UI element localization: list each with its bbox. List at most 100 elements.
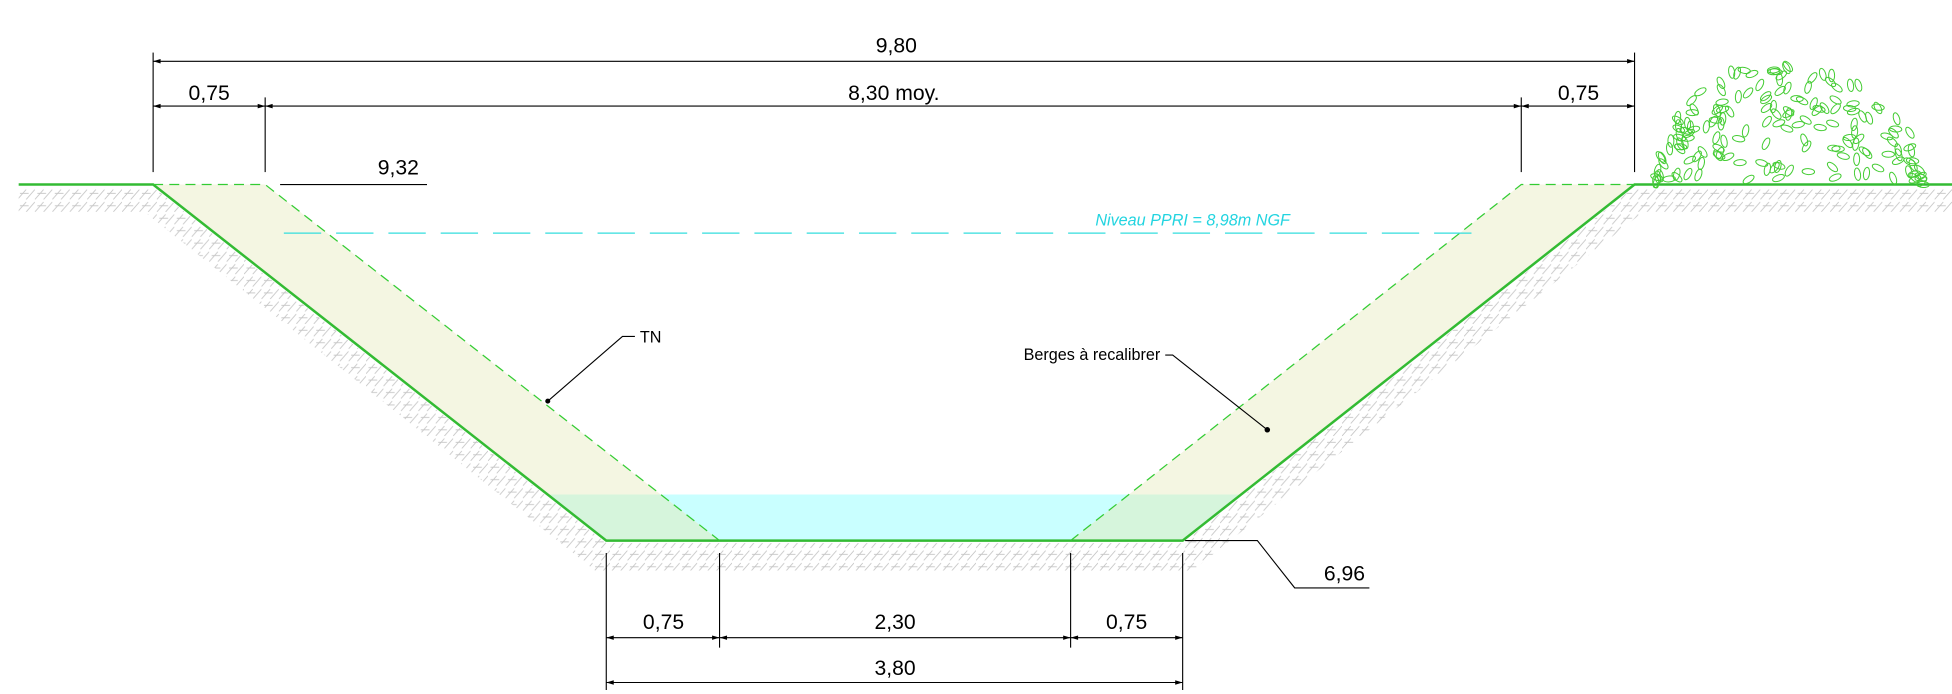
- leaf: [1852, 137, 1860, 151]
- leaf: [1826, 161, 1839, 173]
- leaf: [1766, 66, 1781, 74]
- leaf: [1769, 99, 1777, 114]
- dimension-label: 2,30: [874, 611, 915, 634]
- leaf: [1836, 152, 1850, 160]
- level-label: 6,96: [1324, 562, 1365, 585]
- leaf: [1760, 102, 1773, 113]
- leaf: [1846, 78, 1855, 92]
- dimension-label: 0,75: [1106, 611, 1147, 634]
- leaf: [1708, 116, 1723, 124]
- leaf: [1842, 104, 1857, 113]
- terrain-profile: [18, 183, 1952, 542]
- leaf: [1813, 123, 1827, 132]
- leaf: [1853, 167, 1862, 181]
- dimension-label: 0,75: [643, 611, 684, 634]
- leaf: [1853, 152, 1861, 166]
- leaf: [1745, 69, 1759, 79]
- leaf: [1720, 134, 1728, 148]
- leaf: [1914, 171, 1927, 181]
- leaf: [1741, 124, 1750, 138]
- leaf: [1715, 98, 1729, 106]
- leaf: [1762, 115, 1772, 128]
- leaf: [1684, 116, 1692, 131]
- leaf: [1755, 78, 1765, 92]
- leaf: [1782, 106, 1795, 117]
- leaf: [1655, 151, 1666, 163]
- leaf: [1801, 168, 1816, 176]
- leaf: [1807, 72, 1818, 84]
- leaf: [1782, 60, 1794, 73]
- leaf: [1783, 81, 1792, 95]
- water-bank-overlap: [547, 494, 720, 541]
- leaf: [1894, 148, 1903, 162]
- leaf: [1818, 67, 1827, 81]
- right-bank-fill: [1070, 184, 1635, 541]
- leaf: [1784, 164, 1794, 177]
- leaf: [1742, 87, 1754, 99]
- leaf: [1826, 119, 1840, 128]
- leaf: [1671, 115, 1684, 126]
- leaf: [1846, 107, 1861, 116]
- leaf: [1650, 173, 1664, 182]
- leaf: [1791, 121, 1805, 129]
- leaf: [1658, 158, 1669, 170]
- ground-hatch: [18, 187, 1952, 571]
- leaf: [1804, 80, 1812, 94]
- leaf: [1858, 146, 1871, 157]
- leaf: [1892, 112, 1901, 126]
- leaf: [1854, 78, 1863, 92]
- leaf: [1773, 159, 1782, 174]
- leaf: [1880, 132, 1894, 141]
- leaf: [1715, 105, 1730, 114]
- leaf: [1871, 103, 1885, 111]
- dimension-label: 0,75: [1558, 82, 1599, 105]
- leaf: [1767, 68, 1781, 76]
- leaf: [1653, 163, 1662, 177]
- leaf: [1881, 150, 1895, 158]
- leaf: [1734, 89, 1742, 104]
- leaf: [1905, 157, 1920, 165]
- leaf: [1712, 104, 1721, 118]
- existing-bank-dashed: [1070, 183, 1635, 542]
- water: [661, 494, 1130, 541]
- leaf: [1771, 108, 1782, 120]
- leaf: [1827, 144, 1841, 152]
- leaf: [1873, 101, 1883, 115]
- leaf: [1830, 103, 1841, 115]
- leaf: [1800, 133, 1809, 147]
- leaf: [1667, 134, 1675, 148]
- leaf: [1801, 140, 1812, 153]
- leaf: [1891, 156, 1905, 165]
- leaf: [1689, 103, 1699, 116]
- leaf: [1785, 107, 1793, 121]
- leaf: [1717, 117, 1725, 131]
- leaf: [1889, 171, 1898, 185]
- leaf: [1686, 95, 1697, 107]
- dimension-label: 3,80: [874, 657, 915, 680]
- leaf: [1907, 170, 1921, 178]
- dimension-label: 8,30 moy.: [848, 82, 939, 105]
- leaf: [1755, 159, 1769, 167]
- leaf: [1683, 155, 1697, 165]
- leaf: [1888, 127, 1899, 139]
- leaf: [1865, 111, 1874, 125]
- leaf: [1916, 181, 1930, 189]
- leaf: [1909, 172, 1921, 184]
- banks-leader: [1165, 354, 1268, 431]
- leaf: [1799, 115, 1812, 125]
- leaf: [1694, 87, 1707, 97]
- leaf: [1673, 143, 1688, 151]
- ground-leader: [547, 335, 635, 402]
- leaf: [1673, 133, 1687, 142]
- leader-dot: [545, 398, 551, 404]
- dimension-label: 0,75: [189, 82, 230, 105]
- leaf: [1716, 84, 1726, 97]
- leaf: [1828, 68, 1836, 83]
- leaf: [1712, 131, 1721, 145]
- leaf: [1694, 168, 1703, 182]
- leaf: [1686, 125, 1701, 134]
- leaf: [1671, 171, 1683, 183]
- leaf: [1715, 146, 1725, 160]
